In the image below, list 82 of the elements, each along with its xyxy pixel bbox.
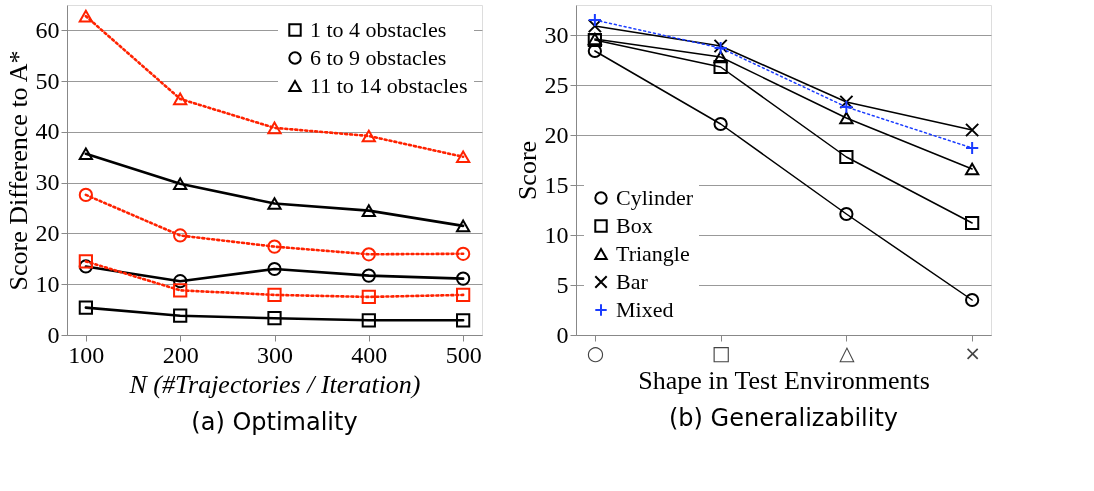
point bbox=[839, 94, 854, 110]
point bbox=[965, 162, 980, 176]
point bbox=[456, 150, 471, 164]
y-tick-label: 40 bbox=[35, 118, 60, 145]
point bbox=[267, 121, 282, 135]
point bbox=[361, 289, 376, 305]
point bbox=[456, 271, 471, 286]
point bbox=[78, 254, 93, 269]
point bbox=[173, 177, 188, 191]
y-tick-label: 50 bbox=[35, 67, 60, 94]
point bbox=[78, 300, 93, 315]
y-tick-label: 15 bbox=[544, 171, 569, 198]
legend-label: 6 to 9 obstacles bbox=[310, 45, 447, 70]
point bbox=[965, 292, 980, 308]
y-tick-label: 20 bbox=[544, 121, 569, 148]
y-tick-label: 60 bbox=[35, 16, 60, 43]
x-tick-label: □ bbox=[711, 340, 731, 365]
point bbox=[267, 239, 282, 254]
point bbox=[267, 197, 282, 210]
point bbox=[361, 313, 376, 328]
point bbox=[456, 219, 471, 233]
x-tick-label: 300 bbox=[257, 341, 293, 368]
point bbox=[839, 206, 854, 222]
y-tick-label: 10 bbox=[544, 221, 569, 248]
y-axis-title: Score Difference to A* bbox=[3, 50, 33, 291]
y-tick-label: 0 bbox=[556, 321, 569, 348]
point bbox=[361, 129, 376, 143]
point bbox=[78, 147, 93, 161]
point bbox=[173, 274, 188, 289]
point bbox=[361, 204, 376, 217]
point bbox=[456, 246, 471, 261]
point bbox=[78, 187, 93, 202]
y-tick-label: 10 bbox=[35, 270, 60, 297]
point bbox=[173, 228, 188, 243]
point bbox=[965, 215, 980, 231]
point bbox=[173, 308, 188, 323]
point bbox=[587, 18, 602, 34]
point bbox=[78, 9, 93, 23]
x-tick-label: 500 bbox=[445, 341, 482, 368]
y-tick-label: 5 bbox=[556, 271, 569, 298]
x-tick-label: 100 bbox=[68, 341, 105, 368]
point bbox=[839, 149, 854, 165]
point bbox=[456, 287, 471, 303]
legend-label: 1 to 4 obstacles bbox=[310, 17, 447, 42]
point bbox=[173, 283, 188, 298]
point bbox=[713, 116, 728, 132]
point bbox=[839, 99, 854, 115]
x-tick-label: △ bbox=[839, 340, 856, 365]
y-tick-label: 20 bbox=[35, 219, 60, 246]
point bbox=[267, 287, 282, 303]
text: (a) Optimality bbox=[191, 408, 358, 436]
y-tick-label: 25 bbox=[544, 71, 569, 98]
legend-label: Triangle bbox=[616, 241, 690, 266]
point bbox=[361, 268, 376, 283]
y-tick-label: 30 bbox=[35, 169, 60, 196]
point bbox=[267, 311, 282, 326]
point bbox=[713, 59, 728, 75]
legend-label: 11 to 14 obstacles bbox=[310, 73, 468, 98]
y-tick-label: 30 bbox=[544, 21, 569, 48]
x-tick-label: 400 bbox=[351, 341, 388, 368]
point bbox=[965, 140, 980, 156]
point bbox=[587, 12, 602, 28]
x-tick-label: × bbox=[964, 340, 982, 365]
point bbox=[78, 259, 93, 274]
point bbox=[361, 247, 376, 262]
point bbox=[713, 50, 728, 64]
point bbox=[456, 313, 471, 328]
legend-label: Cylinder bbox=[616, 185, 694, 210]
point bbox=[965, 122, 980, 138]
x-tick-label: 200 bbox=[162, 341, 199, 368]
y-tick-label: 0 bbox=[47, 321, 60, 348]
legend-label: Mixed bbox=[616, 297, 674, 322]
x-axis-title: Shape in Test Environments bbox=[638, 365, 930, 395]
x-axis-title: N (#Trajectories / Iteration) bbox=[128, 369, 421, 399]
point bbox=[839, 111, 854, 125]
y-axis-title: Score bbox=[512, 140, 542, 201]
point bbox=[267, 261, 282, 277]
legend-label: Box bbox=[616, 213, 653, 238]
text: (b) Generalizability bbox=[669, 404, 898, 432]
legend-label: Bar bbox=[616, 269, 649, 294]
x-tick-label: ○ bbox=[586, 340, 605, 365]
point bbox=[173, 92, 188, 106]
